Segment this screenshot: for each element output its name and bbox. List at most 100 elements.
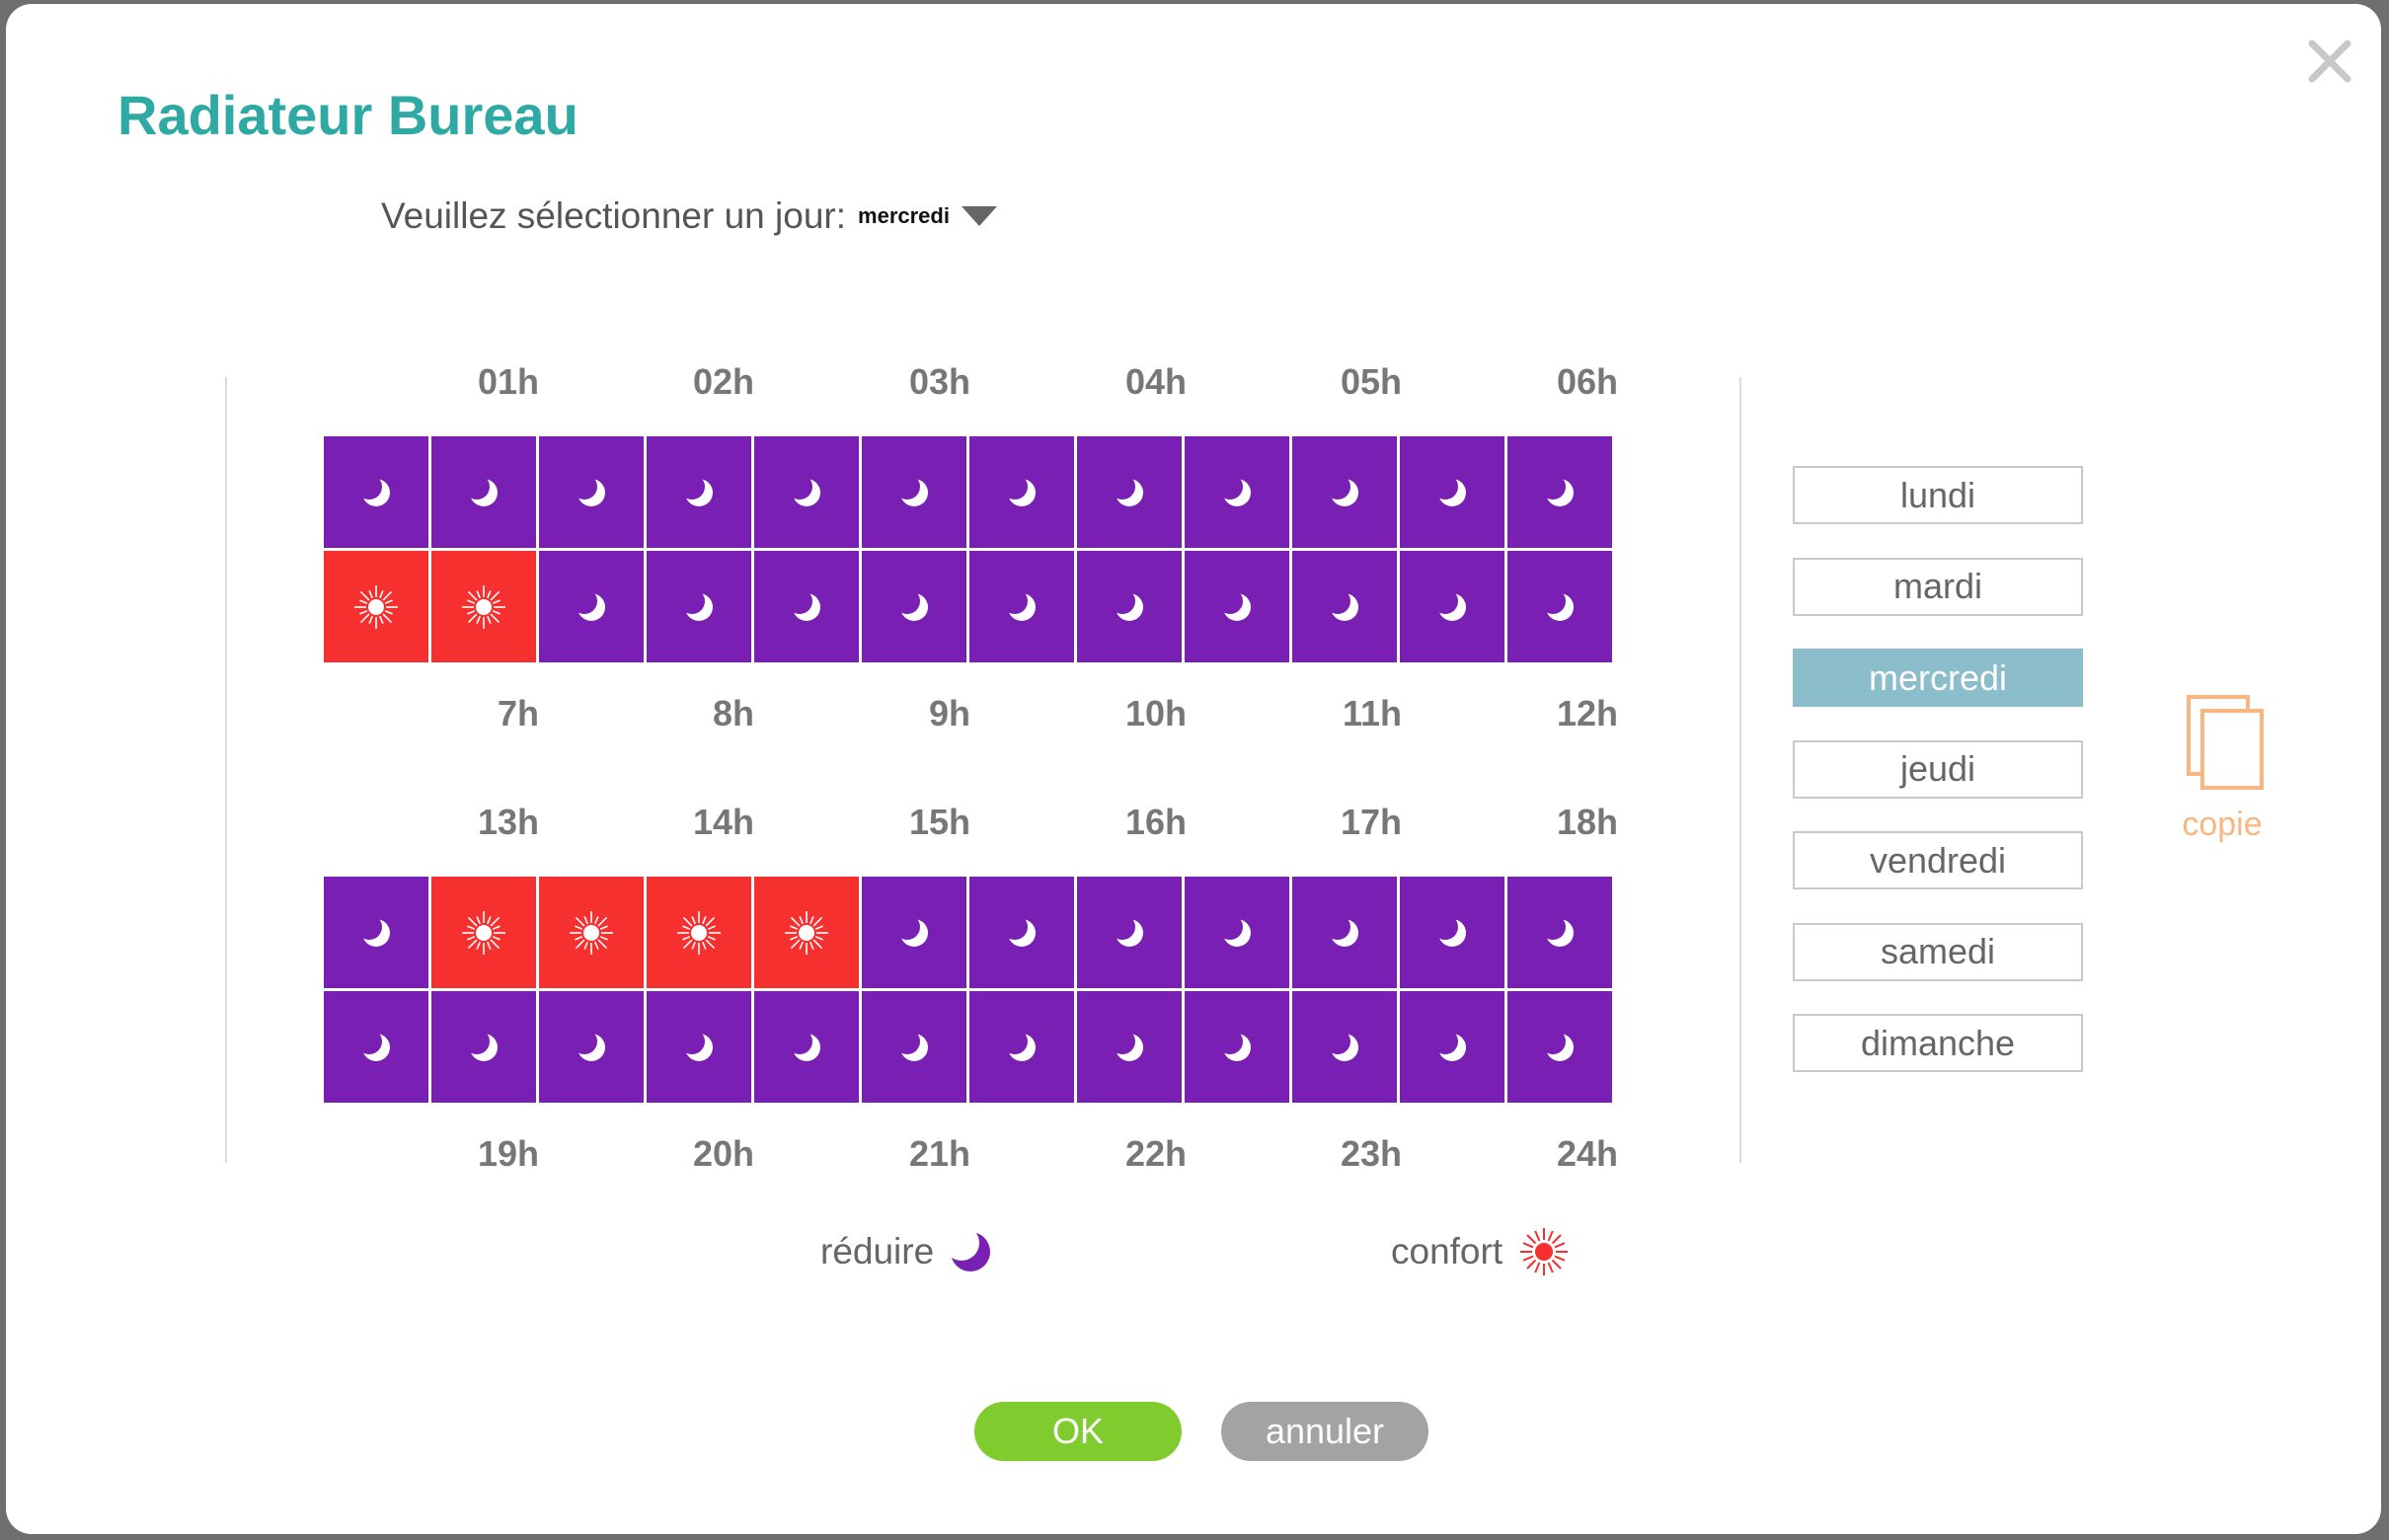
slot-reduire[interactable] [862, 551, 966, 662]
day-button-mardi[interactable]: mardi [1793, 557, 2083, 616]
moon-icon [1544, 476, 1574, 506]
day-select-label: Veuillez sélectionner un jour: [381, 195, 847, 236]
hour-label: 11h [1342, 693, 1402, 733]
slot-confort[interactable] [431, 551, 536, 662]
slot-reduire[interactable] [647, 551, 751, 662]
slot-reduire[interactable] [1400, 877, 1504, 988]
slot-reduire[interactable] [431, 991, 536, 1103]
slot-confort[interactable] [754, 877, 859, 988]
moon-icon [898, 476, 928, 506]
slot-reduire[interactable] [324, 991, 428, 1103]
hour-label: 16h [1124, 802, 1187, 842]
day-button-lundi[interactable]: lundi [1793, 466, 2083, 524]
slot-reduire[interactable] [647, 991, 751, 1103]
moon-icon [1436, 590, 1466, 621]
slot-reduire[interactable] [647, 436, 751, 548]
day-button-jeudi[interactable]: jeudi [1793, 739, 2083, 799]
copy-button[interactable]: copie [2158, 695, 2286, 853]
slot-reduire[interactable] [862, 991, 966, 1103]
moon-icon [1006, 590, 1036, 621]
moon-icon [898, 590, 928, 621]
right-divider [1739, 377, 1741, 1163]
slot-reduire[interactable] [754, 991, 859, 1103]
slot-reduire[interactable] [862, 877, 966, 988]
day-button-mercredi[interactable]: mercredi [1793, 649, 2083, 707]
moon-icon [1114, 476, 1143, 506]
day-button-vendredi[interactable]: vendredi [1793, 831, 2083, 889]
slot-confort[interactable] [324, 551, 428, 662]
slot-reduire[interactable] [1185, 551, 1289, 662]
day-select-dropdown[interactable]: mercredi [858, 203, 997, 229]
hour-label: 23h [1340, 1133, 1402, 1174]
ok-button[interactable]: OK [974, 1402, 1182, 1461]
hour-label: 06h [1556, 361, 1618, 402]
slot-reduire[interactable] [1185, 991, 1289, 1103]
left-divider [225, 377, 227, 1163]
moon-icon [1006, 916, 1036, 947]
slot-reduire[interactable] [969, 436, 1074, 548]
moon-icon [1329, 916, 1358, 947]
slot-confort[interactable] [647, 877, 751, 988]
moon-icon [683, 476, 713, 506]
hour-label: 14h [692, 802, 754, 842]
slot-confort[interactable] [431, 877, 536, 988]
slot-reduire[interactable] [1507, 877, 1612, 988]
slot-reduire[interactable] [1507, 991, 1612, 1103]
slot-reduire[interactable] [754, 551, 859, 662]
hour-label: 9h [928, 693, 970, 733]
moon-icon [1114, 916, 1143, 947]
moon-icon [1329, 476, 1358, 506]
moon-icon [468, 1031, 498, 1061]
copy-label: copie [2182, 806, 2263, 843]
slot-reduire[interactable] [324, 877, 428, 988]
slot-reduire[interactable] [1507, 551, 1612, 662]
moon-icon [948, 1229, 991, 1271]
slot-reduire[interactable] [1400, 551, 1504, 662]
slot-reduire[interactable] [1507, 436, 1612, 548]
sun-icon [570, 910, 613, 955]
cancel-button[interactable]: annuler [1221, 1402, 1428, 1461]
slot-reduire[interactable] [324, 436, 428, 548]
day-button-samedi[interactable]: samedi [1793, 922, 2083, 981]
slot-reduire[interactable] [862, 436, 966, 548]
moon-icon [683, 590, 713, 621]
slot-reduire[interactable] [1185, 877, 1289, 988]
close-icon[interactable] [2306, 38, 2353, 85]
hour-label: 05h [1340, 361, 1402, 402]
hour-label: 19h [477, 1133, 539, 1174]
slot-reduire[interactable] [1400, 436, 1504, 548]
slot-reduire[interactable] [969, 991, 1074, 1103]
slot-reduire[interactable] [1077, 991, 1182, 1103]
moon-icon [1006, 1031, 1036, 1061]
slot-reduire[interactable] [539, 991, 644, 1103]
slot-reduire[interactable] [1077, 877, 1182, 988]
moon-icon [791, 1031, 820, 1061]
schedule-row [324, 991, 1612, 1103]
slot-reduire[interactable] [1400, 991, 1504, 1103]
hour-label: 18h [1556, 802, 1618, 842]
schedule-row [324, 436, 1612, 548]
slot-reduire[interactable] [539, 436, 644, 548]
schedule-row [324, 551, 1612, 662]
slot-reduire[interactable] [1292, 436, 1397, 548]
hour-label: 22h [1124, 1133, 1187, 1174]
slot-reduire[interactable] [1077, 436, 1182, 548]
slot-reduire[interactable] [539, 551, 644, 662]
slot-reduire[interactable] [1292, 991, 1397, 1103]
hour-label: 03h [908, 361, 970, 402]
slot-reduire[interactable] [754, 436, 859, 548]
schedule-row [324, 877, 1612, 988]
slot-reduire[interactable] [1292, 551, 1397, 662]
hour-label: 21h [908, 1133, 970, 1174]
slot-reduire[interactable] [1077, 551, 1182, 662]
day-button-dimanche[interactable]: dimanche [1793, 1014, 2083, 1072]
slot-reduire[interactable] [431, 436, 536, 548]
slot-reduire[interactable] [969, 551, 1074, 662]
sun-icon [785, 910, 828, 955]
slot-confort[interactable] [539, 877, 644, 988]
slot-reduire[interactable] [969, 877, 1074, 988]
slot-reduire[interactable] [1185, 436, 1289, 548]
slot-reduire[interactable] [1292, 877, 1397, 988]
moon-icon [1436, 476, 1466, 506]
moon-icon [1114, 590, 1143, 621]
